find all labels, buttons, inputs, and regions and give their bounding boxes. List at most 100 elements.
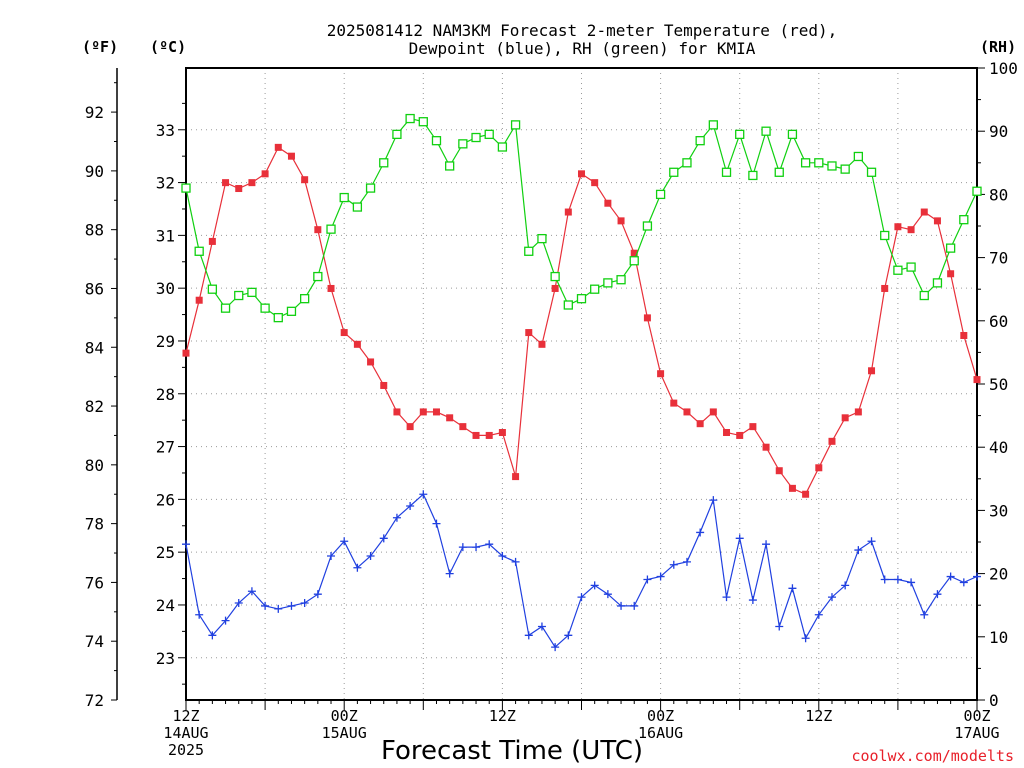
celsius-tick-label: 32 bbox=[156, 174, 175, 193]
dewpoint-point bbox=[261, 601, 270, 610]
temperature-point bbox=[222, 179, 230, 187]
x-tick-label: 17AUG bbox=[954, 724, 999, 742]
celsius-tick-label: 33 bbox=[156, 121, 175, 140]
rh-point bbox=[524, 246, 534, 256]
rh-tick-label: 80 bbox=[989, 185, 1008, 204]
dewpoint-point bbox=[603, 590, 612, 599]
rh-tick-label: 0 bbox=[989, 691, 999, 710]
temperature-point bbox=[208, 237, 216, 245]
chart-subtitle: Dewpoint (blue), RH (green) for KMIA bbox=[409, 39, 756, 58]
dewpoint-point bbox=[669, 560, 678, 569]
rh-point bbox=[510, 120, 521, 130]
dewpoint-point bbox=[656, 572, 665, 581]
rh-point bbox=[194, 246, 204, 256]
dewpoint-point bbox=[630, 601, 639, 610]
rh-tick-label: 50 bbox=[989, 375, 1008, 394]
temperature-point bbox=[696, 420, 704, 428]
dewpoint-point bbox=[577, 593, 586, 602]
rh-point bbox=[800, 158, 811, 168]
dewpoint-point bbox=[893, 575, 902, 584]
temperature-point bbox=[380, 381, 388, 389]
series-temperature bbox=[182, 143, 981, 498]
dewpoint-point bbox=[300, 598, 309, 607]
rh-point bbox=[774, 167, 784, 177]
fahrenheit-tick-label: 76 bbox=[85, 573, 104, 592]
series-layer bbox=[181, 113, 982, 652]
rh-point bbox=[445, 161, 455, 171]
temperature-point bbox=[933, 217, 941, 225]
rh-point bbox=[748, 170, 758, 181]
fahrenheit-tick-label: 82 bbox=[85, 397, 104, 416]
dewpoint-point bbox=[247, 587, 256, 596]
rh-tick-label: 30 bbox=[989, 501, 1008, 520]
celsius-tick-label: 27 bbox=[156, 438, 175, 457]
unit-celsius: (ºC) bbox=[150, 38, 186, 56]
temperature-point bbox=[907, 226, 915, 234]
temperature-point bbox=[261, 170, 269, 178]
fahrenheit-tick-label: 74 bbox=[85, 632, 104, 651]
dewpoint-point bbox=[234, 598, 243, 607]
dewpoint-point bbox=[182, 540, 190, 549]
temperature-point bbox=[736, 431, 744, 439]
fahrenheit-tick-label: 90 bbox=[85, 162, 104, 181]
unit-rh: (RH) bbox=[980, 38, 1016, 56]
x-tick-label: 12Z bbox=[172, 707, 199, 725]
rh-tick-label: 40 bbox=[989, 438, 1008, 457]
axes: 72 74 76 78 80 82 84 86 88 90 92 23 24 25 26 27 28 29 30 31… bbox=[85, 59, 1018, 759]
x-tick-label: 12Z bbox=[805, 707, 832, 725]
rh-point bbox=[576, 294, 587, 304]
dewpoint-point bbox=[907, 578, 916, 587]
rh-point bbox=[352, 202, 363, 212]
temperature-point bbox=[393, 408, 401, 416]
dewpoint-point bbox=[959, 578, 968, 587]
dewpoint-point bbox=[366, 551, 375, 560]
temperature-point bbox=[683, 408, 691, 416]
temperature-point bbox=[195, 296, 203, 304]
temperature-line bbox=[185, 146, 978, 495]
temperature-point bbox=[367, 358, 375, 366]
rh-point bbox=[669, 167, 679, 177]
rh-tick-label: 100 bbox=[989, 59, 1018, 78]
temperature-point bbox=[472, 431, 480, 439]
dewpoint-point bbox=[537, 622, 546, 631]
fahrenheit-tick-label: 72 bbox=[85, 691, 104, 710]
temperature-point bbox=[709, 408, 717, 416]
rh-point bbox=[550, 271, 560, 282]
rh-point bbox=[339, 192, 349, 203]
dewpoint-point bbox=[801, 634, 810, 643]
dewpoint-point bbox=[946, 572, 955, 581]
dewpoint-point bbox=[696, 528, 705, 537]
rh-tick-label: 70 bbox=[989, 249, 1008, 268]
temperature-point bbox=[881, 284, 889, 292]
temperature-point bbox=[775, 467, 783, 475]
dewpoint-line bbox=[185, 493, 978, 649]
temperature-point bbox=[432, 408, 440, 416]
rh-tick-label: 60 bbox=[989, 312, 1008, 331]
temperature-point bbox=[327, 284, 335, 292]
temperature-point bbox=[406, 423, 414, 431]
dewpoint-point bbox=[880, 575, 889, 584]
rh-point bbox=[840, 164, 850, 174]
temperature-point bbox=[762, 443, 770, 451]
x-tick-label: 14AUG bbox=[163, 724, 208, 742]
dewpoint-point bbox=[551, 643, 560, 652]
dewpoint-point bbox=[564, 631, 573, 640]
rh-point bbox=[959, 215, 969, 225]
temperature-point bbox=[525, 329, 533, 337]
dewpoint-point bbox=[340, 537, 349, 546]
rh-point bbox=[642, 221, 653, 231]
series-dewpoint bbox=[182, 490, 981, 652]
x-tick-label: 15AUG bbox=[322, 724, 367, 742]
temperature-point bbox=[340, 329, 348, 337]
temperature-point bbox=[604, 199, 612, 207]
rh-point bbox=[431, 136, 442, 146]
dewpoint-point bbox=[419, 490, 428, 499]
rh-tick-label: 90 bbox=[989, 122, 1008, 141]
rh-point bbox=[787, 129, 798, 140]
temperature-point bbox=[353, 340, 361, 348]
series-rh bbox=[181, 113, 982, 323]
rh-point bbox=[919, 290, 929, 301]
rh-point bbox=[326, 224, 336, 234]
rh-tick-label: 10 bbox=[989, 628, 1008, 647]
rh-point bbox=[880, 230, 890, 241]
